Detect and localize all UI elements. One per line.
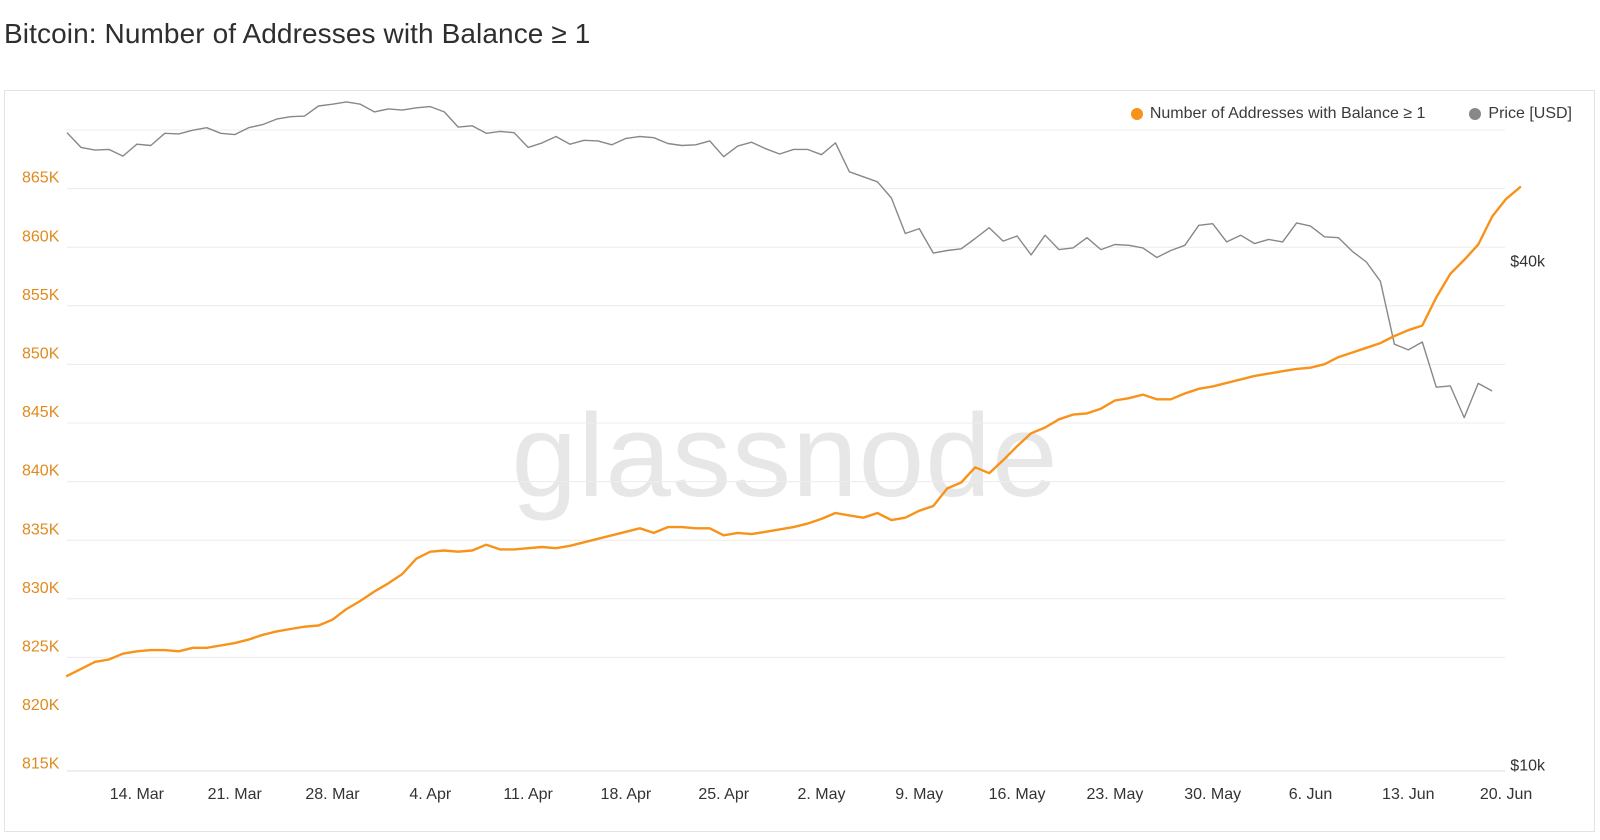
x-axis-tick-label: 21. Mar — [208, 786, 263, 803]
x-axis-tick-label: 4. Apr — [409, 786, 451, 803]
right-axis-labels: $10k $40k — [1510, 254, 1546, 775]
x-axis-tick-label: 30. May — [1184, 786, 1241, 803]
x-axis-tick-label: 16. May — [989, 786, 1046, 803]
x-axis-tick-label: 9. May — [895, 786, 943, 803]
left-axis-labels: 815K 820K 825K 830K 835K 840K 845K 850K 855K 860K… — [22, 170, 60, 773]
left-axis-tick-label: 830K — [22, 580, 60, 597]
left-axis-tick-label: 815K — [22, 756, 60, 773]
x-axis-labels: 14. Mar 21. Mar 28. Mar 4. Apr 11. Apr 18. Ap… — [110, 786, 1533, 803]
addresses-series-line — [65, 185, 1522, 678]
left-axis-tick-label: 840K — [22, 463, 60, 480]
x-axis-tick-label: 11. Apr — [503, 786, 553, 803]
right-axis-tick-label: $10k — [1510, 758, 1546, 775]
x-axis-tick-label: 2. May — [797, 786, 845, 803]
left-axis-tick-label: 820K — [22, 697, 60, 714]
left-axis-tick-label: 850K — [22, 346, 60, 363]
left-axis-tick-label: 845K — [22, 404, 60, 421]
x-axis-tick-label: 23. May — [1086, 786, 1143, 803]
legend-item-price[interactable]: Price [USD] — [1469, 105, 1572, 123]
left-axis-tick-label: 855K — [22, 287, 60, 304]
right-axis-tick-label: $40k — [1510, 254, 1546, 271]
x-axis-tick-label: 6. Jun — [1289, 786, 1333, 803]
grid-lines — [67, 129, 1505, 772]
legend-dot-addresses — [1130, 108, 1143, 120]
watermark-text: glassnode — [512, 390, 1059, 522]
x-axis-tick-label: 18. Apr — [601, 786, 652, 803]
chart-legend: Number of Addresses with Balance ≥ 1 Pri… — [1130, 105, 1572, 123]
x-axis-tick-label: 28. Mar — [305, 786, 360, 803]
price-series-line — [66, 101, 1493, 419]
legend-dot-price — [1469, 108, 1482, 120]
legend-label-addresses: Number of Addresses with Balance ≥ 1 — [1149, 105, 1426, 122]
x-axis-tick-label: 14. Mar — [110, 786, 165, 803]
legend-label-price: Price [USD] — [1488, 105, 1572, 122]
left-axis-tick-label: 860K — [22, 228, 60, 245]
x-axis-tick-label: 20. Jun — [1480, 786, 1532, 803]
left-axis-tick-label: 835K — [22, 521, 60, 538]
left-axis-tick-label: 865K — [22, 170, 60, 187]
series-lines — [65, 101, 1522, 678]
legend-item-addresses[interactable]: Number of Addresses with Balance ≥ 1 — [1130, 105, 1426, 123]
x-axis-tick-label: 13. Jun — [1382, 786, 1434, 803]
x-axis-tick-label: 25. Apr — [698, 786, 749, 803]
chart-title: Bitcoin: Number of Addresses with Balanc… — [4, 18, 591, 49]
left-axis-tick-label: 825K — [22, 639, 60, 656]
chart-panel — [4, 90, 1595, 832]
